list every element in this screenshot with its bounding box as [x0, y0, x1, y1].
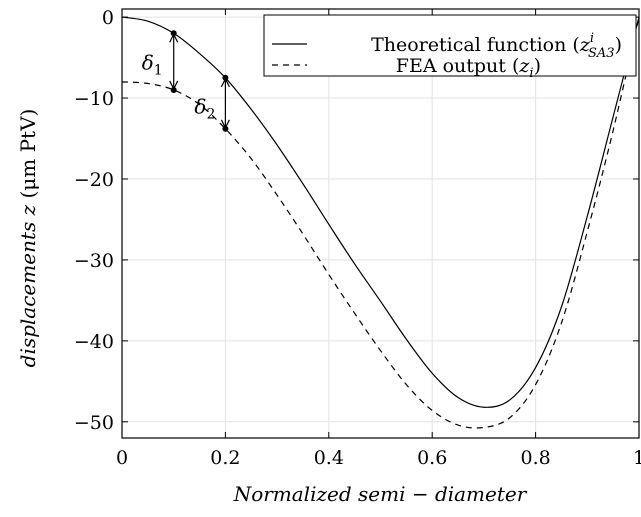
delta-subscript: 1	[154, 63, 163, 79]
y-tick-label: 0	[102, 7, 114, 29]
x-axis-label: Normalized semi − diameter	[233, 482, 528, 506]
y-axis-label-unit: (μm PtV)	[16, 109, 40, 205]
delta-symbol: δ	[194, 94, 206, 118]
delta-point-top	[222, 75, 228, 81]
delta-subscript: 2	[206, 106, 215, 122]
delta-point-top	[171, 30, 177, 36]
delta-point-bottom	[222, 126, 228, 132]
series-layer	[122, 17, 639, 428]
y-tick-label: −10	[74, 88, 114, 110]
y-tick-label: −50	[74, 412, 114, 434]
y-tick-label: −40	[74, 331, 114, 353]
y-tick-label: −20	[74, 169, 114, 191]
delta-symbol: δ	[142, 51, 154, 75]
x-tick-label: 0	[116, 447, 128, 469]
x-tick-label: 0.2	[210, 447, 240, 469]
legend-label-fea: FEA output (zi)	[396, 55, 541, 81]
delta-point-bottom	[171, 87, 177, 93]
y-axis-label: displacements z (μm PtV)	[16, 109, 40, 368]
y-axis-label-var: displacements z	[16, 204, 40, 367]
x-tick-label: 0.8	[520, 447, 550, 469]
legend: Theoretical function (zi SA3) FEA output …	[264, 15, 636, 81]
x-tick-label: 1	[633, 447, 641, 469]
x-tick-label: 0.4	[314, 447, 344, 469]
delta-label-1: δ1	[142, 51, 163, 79]
x-tick-label: 0.6	[417, 447, 447, 469]
series-line-fea	[122, 17, 639, 428]
y-tick-label: −30	[74, 250, 114, 272]
